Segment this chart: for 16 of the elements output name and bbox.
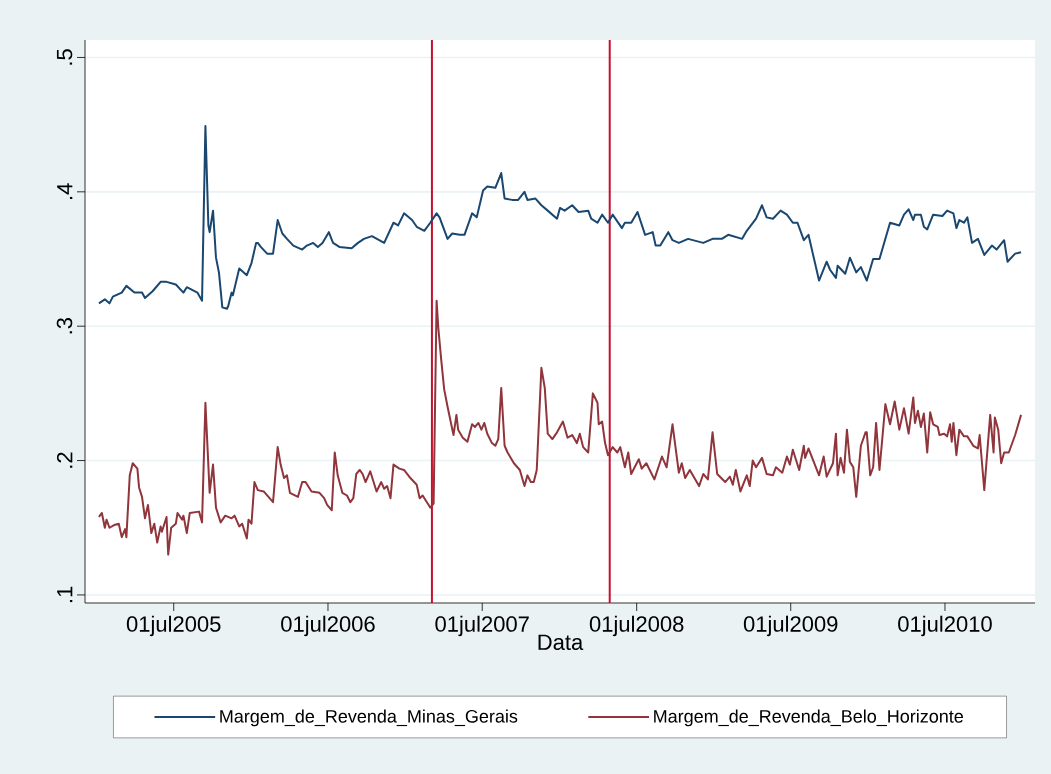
x-axis-title: Data [538,634,584,651]
x-tick-label: 01jul2009 [743,615,838,637]
x-tick-label: 01jul2005 [126,615,221,637]
x-tick-label: 01jul2006 [281,615,375,637]
x-tick-label: 01jul2010 [898,615,992,637]
x-tick-label: 01jul2008 [589,615,684,637]
y-tick-label: .1 [57,586,73,603]
x-tick-label: 01jul2007 [435,615,529,637]
y-tick-label: .3 [56,317,73,334]
y-tick-label: .5 [56,49,73,65]
y-tick-label: .2 [56,452,73,468]
legend-label: Margem_de_Revenda_Belo_Horizonte [654,709,964,727]
line-series [97,124,1023,310]
y-tick-label: .4 [57,183,73,199]
legend-label: Margem_de_Revenda_Minas_Gerais [220,709,518,727]
line-series [97,299,1023,556]
